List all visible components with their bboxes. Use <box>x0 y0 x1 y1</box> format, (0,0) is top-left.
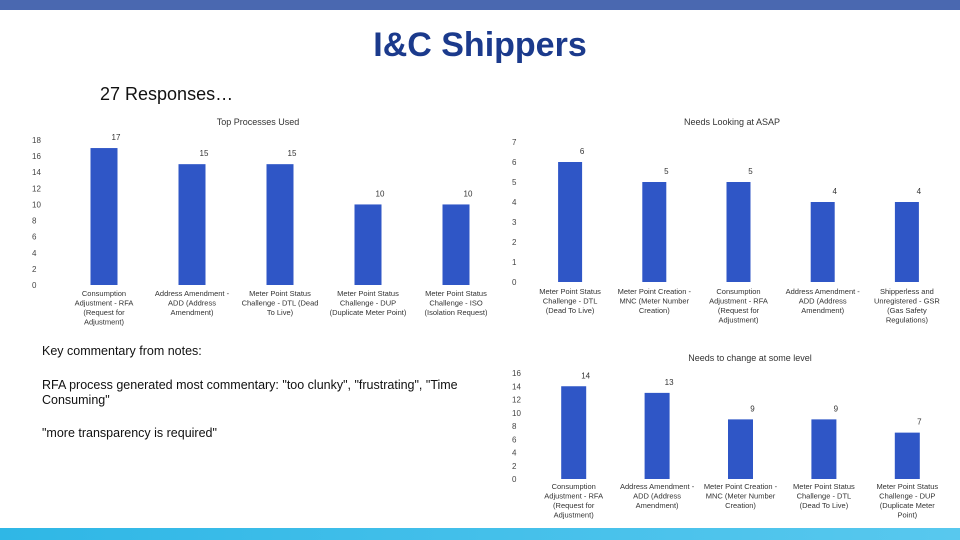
category-label: Shipperless and Unregistered - GSR (Gas Sa… <box>874 287 940 325</box>
y-tick-label: 14 <box>32 168 41 177</box>
y-tick-label: 0 <box>512 278 517 287</box>
commentary-quote: "more transparency is required" <box>42 426 217 440</box>
category-label: Consumption Adjustment - RFA (Request for A… <box>75 289 134 327</box>
bar <box>442 204 470 285</box>
slide-title: I&C Shippers <box>373 26 587 64</box>
y-tick-label: 4 <box>32 249 37 258</box>
y-tick-label: 0 <box>32 281 37 290</box>
y-tick-label: 2 <box>512 238 517 247</box>
data-label: 9 <box>834 404 839 413</box>
bar <box>894 202 919 282</box>
y-tick-label: 8 <box>32 217 37 226</box>
bar <box>266 164 294 285</box>
y-tick-label: 6 <box>32 233 37 242</box>
data-label: 5 <box>748 167 753 176</box>
bar <box>811 419 837 479</box>
responses-subtitle: 27 Responses… <box>100 84 234 104</box>
y-tick-label: 2 <box>32 265 37 274</box>
chart-title: Needs Looking at ASAP <box>684 117 780 127</box>
category-label: Address Amendment -ADD (Address Amendment… <box>155 289 230 317</box>
bottom-accent-bar <box>0 528 960 540</box>
data-label: 14 <box>581 371 590 380</box>
category-label: Address Amendment -ADD (Address Amendment… <box>786 287 861 315</box>
y-tick-label: 6 <box>512 158 517 167</box>
data-label: 4 <box>917 187 922 196</box>
category-label: Meter Point Status Challenge - DUP (Duplic… <box>876 482 938 520</box>
data-label: 10 <box>376 189 385 198</box>
category-label: Consumption Adjustment - RFA (Request for A… <box>709 287 768 325</box>
bar <box>90 148 118 285</box>
category-label: Meter Point Creation -MNC (Meter Number C… <box>704 482 778 510</box>
top-processes-chart: Top Processes Used 0 2 4 6 8 10 12 14 16 18 17 Consu… <box>28 110 506 330</box>
bar <box>728 419 753 479</box>
y-tick-label: 12 <box>32 184 41 193</box>
data-label: 4 <box>832 187 837 196</box>
bar <box>726 182 751 282</box>
bar <box>810 202 835 282</box>
data-label: 5 <box>664 167 669 176</box>
y-tick-label: 12 <box>512 396 521 405</box>
bar <box>642 182 667 282</box>
data-label: 17 <box>112 133 121 142</box>
bar <box>354 204 382 285</box>
category-label: Meter Point Creation -MNC (Meter Number C… <box>618 287 692 315</box>
y-tick-label: 16 <box>512 369 521 378</box>
commentary-box: Key commentary from notes: RFA process g… <box>42 344 462 441</box>
commentary-text: RFA process generated most commentary: "… <box>42 378 458 407</box>
y-tick-label: 10 <box>512 409 521 418</box>
y-tick-label: 0 <box>512 475 517 484</box>
y-tick-label: 3 <box>512 218 517 227</box>
category-label: Meter Point Status Challenge - DTL (Dead T… <box>539 287 601 315</box>
bar <box>561 386 587 479</box>
y-tick-label: 5 <box>512 178 517 187</box>
y-tick-label: 8 <box>512 422 517 431</box>
needs-change-chart: Needs to change at some level 0 2 4 6 8 10 12 14… <box>508 346 955 526</box>
needs-asap-chart: Needs Looking at ASAP 0 1 2 3 4 5 6 7 6 Meter Poin… <box>508 110 955 330</box>
data-label: 10 <box>464 189 473 198</box>
bar <box>644 392 670 479</box>
data-label: 15 <box>200 149 209 158</box>
category-label: Meter Point Status Challenge - DUP (Duplic… <box>330 289 407 317</box>
data-label: 13 <box>665 378 674 387</box>
category-label: Address Amendment -ADD (Address Amendment… <box>620 482 695 510</box>
bar <box>558 162 583 282</box>
y-tick-label: 14 <box>512 382 521 391</box>
y-tick-label: 10 <box>32 200 41 209</box>
bar <box>894 432 920 479</box>
commentary-title: Key commentary from notes: <box>42 344 202 358</box>
y-tick-label: 2 <box>512 462 517 471</box>
top-accent-bar <box>0 0 960 10</box>
y-tick-label: 7 <box>512 138 517 147</box>
y-tick-label: 18 <box>32 136 41 145</box>
data-label: 6 <box>580 147 585 156</box>
y-tick-label: 6 <box>512 435 517 444</box>
y-tick-label: 1 <box>512 258 517 267</box>
data-label: 9 <box>750 404 755 413</box>
category-label: Meter Point Status Challenge - DTL (Dead T… <box>793 482 855 510</box>
chart-title: Top Processes Used <box>217 117 300 127</box>
chart-title: Needs to change at some level <box>688 353 812 363</box>
category-label: Meter Point Status Challenge - ISO (Isolat… <box>425 289 488 317</box>
data-label: 15 <box>288 149 297 158</box>
y-tick-label: 16 <box>32 152 41 161</box>
bar <box>178 164 206 285</box>
y-tick-label: 4 <box>512 449 517 458</box>
category-label: Meter Point Status Challenge - DTL (Dead T… <box>242 289 319 317</box>
category-label: Consumption Adjustment - RFA (Request for A… <box>544 482 603 520</box>
y-tick-label: 4 <box>512 198 517 207</box>
data-label: 7 <box>917 418 922 427</box>
